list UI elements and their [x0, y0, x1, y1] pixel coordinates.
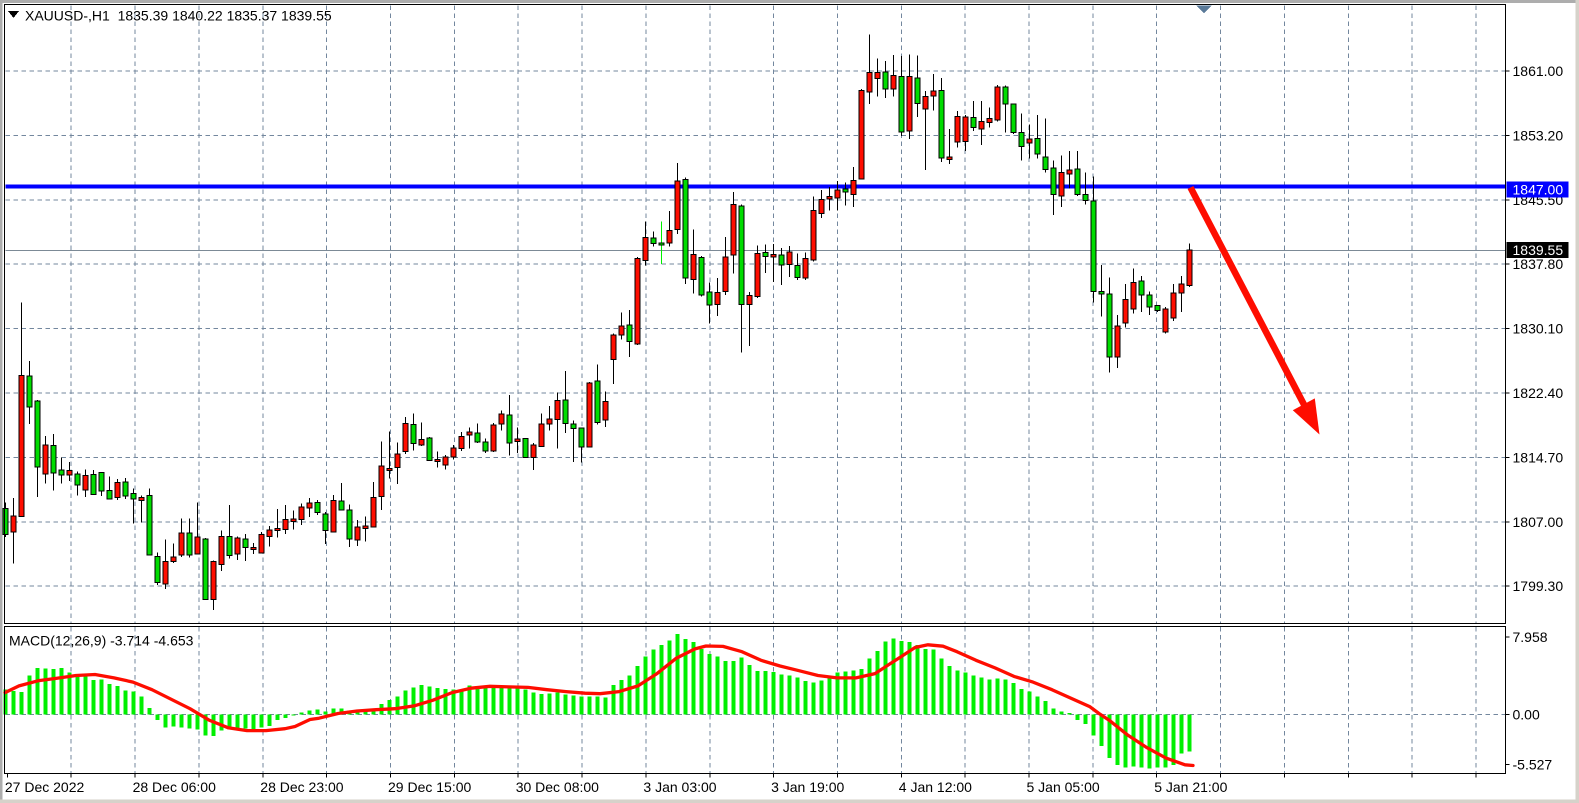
svg-text:1837.80: 1837.80 — [1513, 256, 1564, 272]
svg-text:4 Jan 12:00: 4 Jan 12:00 — [899, 779, 972, 795]
svg-text:28 Dec 06:00: 28 Dec 06:00 — [133, 779, 216, 795]
svg-text:7.958: 7.958 — [1513, 629, 1548, 645]
svg-text:XAUUSD-,H1 1835.39 1840.22 18: XAUUSD-,H1 1835.39 1840.22 1835.37 1839.… — [25, 8, 332, 24]
svg-text:0.00: 0.00 — [1513, 707, 1540, 723]
svg-text:1853.20: 1853.20 — [1513, 127, 1564, 143]
svg-text:MACD(12,26,9) -3.714 -4.653: MACD(12,26,9) -3.714 -4.653 — [9, 633, 194, 649]
svg-text:28 Dec 23:00: 28 Dec 23:00 — [260, 779, 343, 795]
svg-text:1830.10: 1830.10 — [1513, 321, 1564, 337]
svg-text:1814.70: 1814.70 — [1513, 449, 1564, 465]
svg-text:5 Jan 21:00: 5 Jan 21:00 — [1154, 779, 1227, 795]
svg-text:1861.00: 1861.00 — [1513, 63, 1564, 79]
svg-text:30 Dec 08:00: 30 Dec 08:00 — [516, 779, 599, 795]
svg-text:3 Jan 19:00: 3 Jan 19:00 — [771, 779, 844, 795]
svg-text:1807.00: 1807.00 — [1513, 514, 1564, 530]
svg-text:1822.40: 1822.40 — [1513, 385, 1564, 401]
svg-text:3 Jan 03:00: 3 Jan 03:00 — [643, 779, 716, 795]
svg-text:1847.00: 1847.00 — [1513, 182, 1564, 198]
svg-text:1799.30: 1799.30 — [1513, 578, 1564, 594]
svg-text:27 Dec 2022: 27 Dec 2022 — [5, 779, 85, 795]
svg-text:1839.55: 1839.55 — [1513, 242, 1564, 258]
svg-text:29 Dec 15:00: 29 Dec 15:00 — [388, 779, 471, 795]
svg-text:-5.527: -5.527 — [1513, 756, 1553, 772]
svg-text:5 Jan 05:00: 5 Jan 05:00 — [1027, 779, 1100, 795]
